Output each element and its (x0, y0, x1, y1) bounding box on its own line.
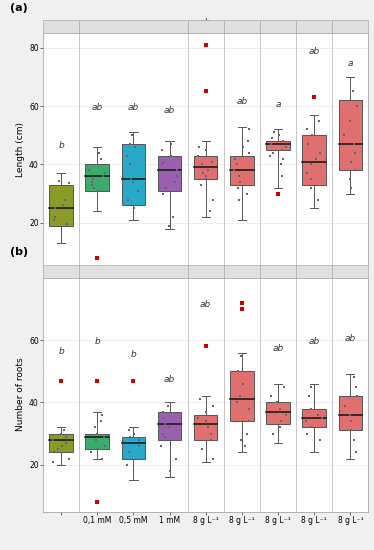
Text: IAA: IAA (126, 22, 141, 31)
Text: a: a (347, 59, 353, 68)
Bar (86, 164, 109, 191)
Text: PH4: PH4 (270, 22, 286, 31)
Text: a: a (275, 100, 281, 109)
FancyBboxPatch shape (79, 20, 188, 33)
Text: PH2: PH2 (197, 22, 214, 31)
Text: ab: ab (164, 375, 175, 384)
Text: (b): (b) (10, 248, 28, 257)
FancyBboxPatch shape (43, 20, 79, 33)
Bar (338, 100, 362, 170)
Bar (49, 185, 73, 226)
Y-axis label: Number of roots: Number of roots (16, 358, 25, 431)
Text: ab: ab (128, 103, 139, 112)
Bar (194, 415, 217, 440)
Text: PH6: PH6 (306, 267, 323, 276)
Text: (a): (a) (10, 3, 28, 13)
Bar (158, 156, 181, 191)
Text: b: b (58, 141, 64, 150)
Bar (338, 396, 362, 431)
FancyBboxPatch shape (188, 265, 224, 278)
FancyBboxPatch shape (332, 265, 368, 278)
Text: ab: ab (272, 344, 283, 353)
FancyBboxPatch shape (260, 265, 296, 278)
Bar (303, 135, 326, 185)
Text: PH3: PH3 (233, 22, 250, 31)
Text: PH2: PH2 (197, 267, 214, 276)
Text: b: b (94, 337, 100, 346)
FancyBboxPatch shape (296, 265, 332, 278)
Bar (230, 156, 254, 185)
Text: PH10: PH10 (339, 267, 361, 276)
Text: b: b (131, 350, 136, 359)
Bar (86, 433, 109, 449)
Text: PH3: PH3 (233, 267, 250, 276)
Text: IAA: IAA (126, 267, 141, 276)
Bar (266, 141, 290, 150)
Text: ab: ab (200, 18, 211, 27)
FancyBboxPatch shape (43, 265, 79, 278)
Text: Control: Control (46, 22, 76, 31)
Bar (49, 433, 73, 452)
FancyBboxPatch shape (296, 20, 332, 33)
Bar (230, 371, 254, 421)
Text: ab: ab (345, 334, 356, 343)
FancyBboxPatch shape (79, 265, 188, 278)
Bar (122, 437, 145, 459)
Text: PH10: PH10 (339, 22, 361, 31)
Bar (122, 144, 145, 205)
Bar (266, 403, 290, 424)
FancyBboxPatch shape (188, 20, 224, 33)
Text: ab: ab (309, 337, 320, 346)
FancyBboxPatch shape (224, 20, 260, 33)
FancyBboxPatch shape (332, 20, 368, 33)
Y-axis label: Length (cm): Length (cm) (16, 123, 25, 177)
Text: ab: ab (200, 300, 211, 309)
Bar (303, 409, 326, 427)
FancyBboxPatch shape (260, 20, 296, 33)
Text: ab: ab (164, 106, 175, 115)
Text: PH6: PH6 (306, 22, 323, 31)
Text: ab: ab (309, 47, 320, 57)
Bar (194, 156, 217, 179)
FancyBboxPatch shape (224, 265, 260, 278)
Text: Control: Control (46, 267, 76, 276)
Text: a: a (239, 269, 245, 278)
Text: PH4: PH4 (270, 267, 286, 276)
Text: ab: ab (236, 97, 248, 106)
Bar (158, 412, 181, 440)
Text: b: b (58, 346, 64, 356)
Text: ab: ab (92, 103, 103, 112)
